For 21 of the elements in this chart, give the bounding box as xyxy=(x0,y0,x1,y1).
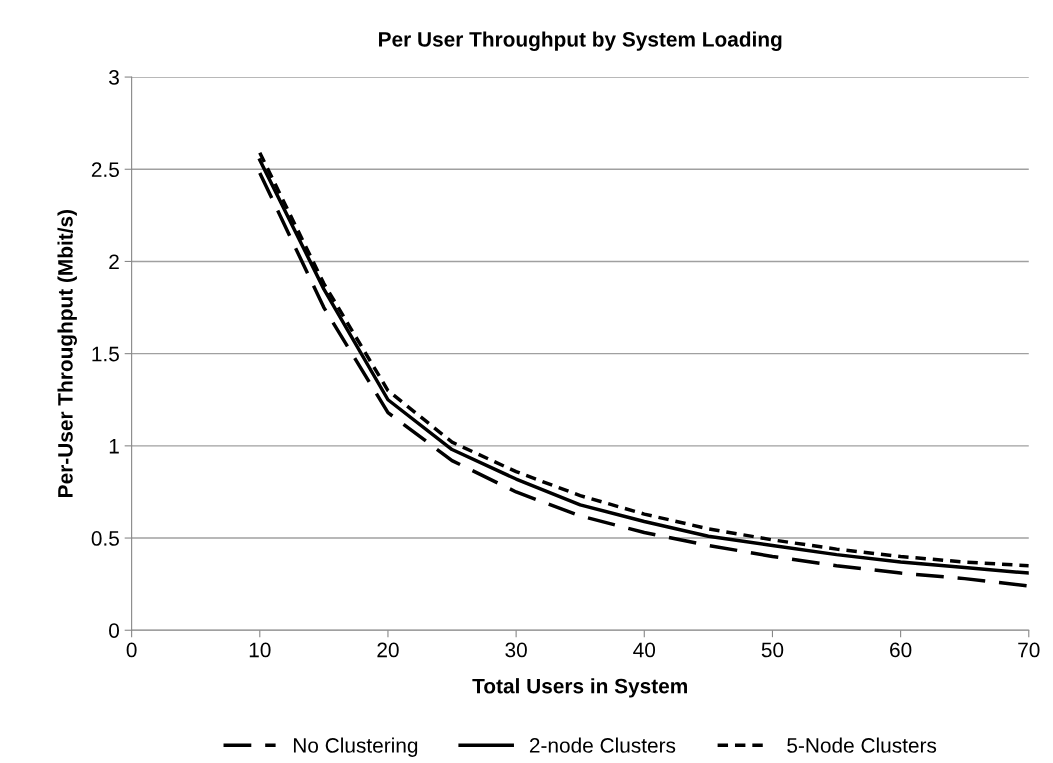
x-tick-label: 0 xyxy=(126,642,137,658)
x-tick-label: 70 xyxy=(1018,642,1040,658)
legend-label: No Clustering xyxy=(293,737,418,757)
x-tick-label: 40 xyxy=(633,642,656,658)
x-axis-title: Total Users in System xyxy=(472,678,687,698)
x-tick-label: 20 xyxy=(377,642,399,658)
x-tick-label: 30 xyxy=(505,642,527,658)
y-tick-label: 0.5 xyxy=(91,531,119,546)
y-tick-label: 2.5 xyxy=(91,162,119,178)
y-tick-label: 3 xyxy=(109,70,119,85)
y-tick-label: 0 xyxy=(109,623,120,638)
y-axis-title: Per-User Throughput (Mbit/s) xyxy=(57,210,77,497)
chart-title: Per User Throughput by System Loading xyxy=(379,31,782,51)
x-tick-label: 10 xyxy=(249,642,271,658)
x-tick-label: 60 xyxy=(890,642,912,658)
x-tick-label: 50 xyxy=(761,642,784,658)
legend-label: 2-node Clusters xyxy=(529,737,676,753)
y-tick-label: 1.5 xyxy=(92,346,119,362)
y-tick-label: 1 xyxy=(109,439,119,454)
legend-label: 5-Node Clusters xyxy=(787,737,937,753)
y-tick-label: 2 xyxy=(109,254,119,269)
